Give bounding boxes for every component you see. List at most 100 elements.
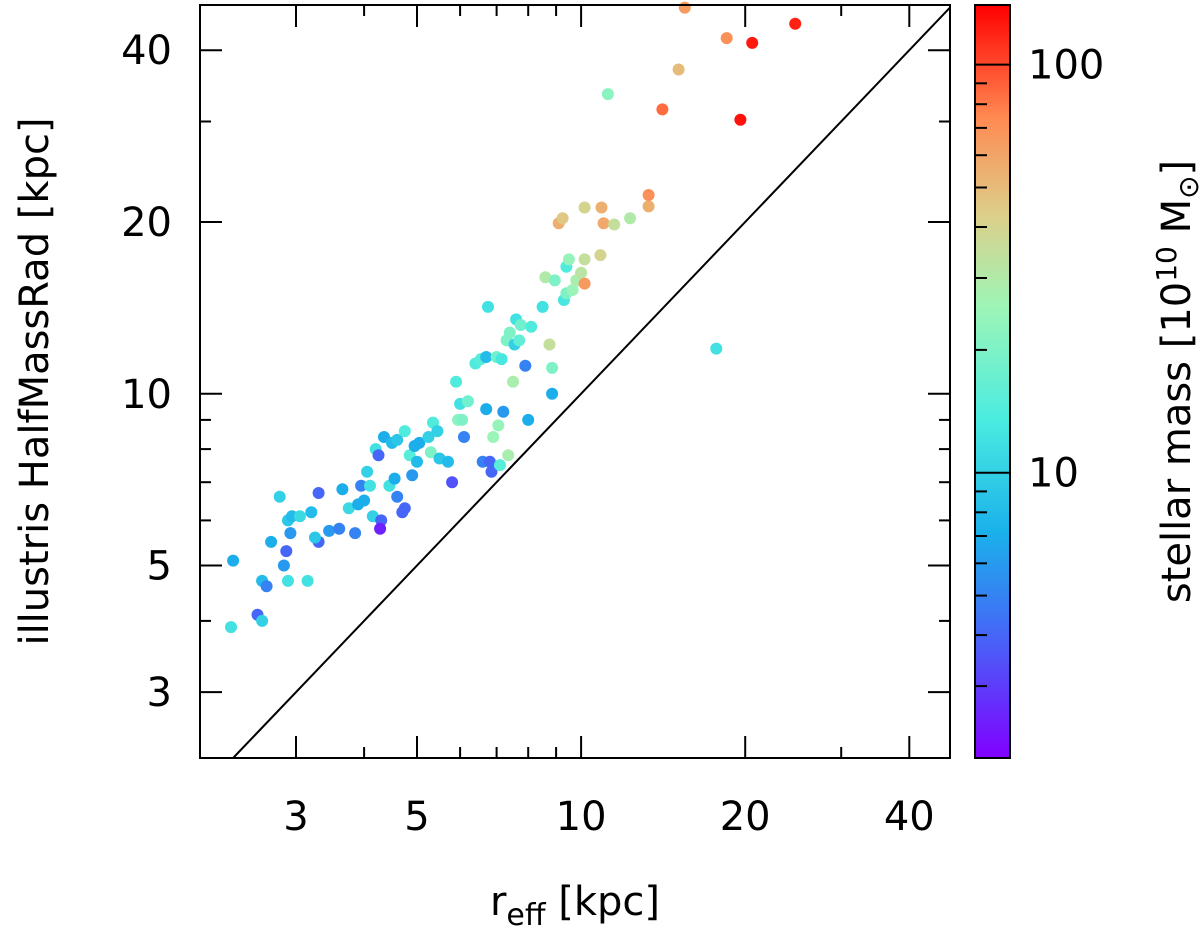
- data-point: [624, 212, 637, 225]
- data-point: [398, 502, 411, 515]
- data-point: [734, 113, 747, 126]
- data-point: [364, 479, 376, 492]
- data-point: [642, 200, 655, 213]
- data-point: [342, 502, 355, 515]
- y-tick-label: 40: [121, 28, 172, 74]
- x-tick-label: 10: [556, 794, 607, 840]
- identity-reference-line: [232, 6, 951, 759]
- axes: 3 5 10 20 40 3 5 10 20 40: [121, 5, 950, 840]
- data-point: [601, 88, 614, 101]
- data-point: [482, 300, 494, 313]
- x-axis-title: reff [kpc]: [490, 879, 660, 930]
- data-point: [280, 545, 293, 558]
- colorbar-label-close: ]: [1154, 160, 1200, 176]
- data-point: [293, 510, 306, 523]
- data-point: [333, 522, 346, 535]
- data-point: [594, 249, 607, 262]
- data-point: [309, 531, 321, 544]
- data-point: [374, 522, 387, 535]
- data-point: [227, 554, 240, 567]
- data-point: [548, 274, 561, 287]
- data-point: [431, 425, 444, 438]
- data-point: [503, 326, 516, 339]
- data-point: [483, 455, 496, 468]
- colorbar-label-sun-symbol: ⊙: [1172, 175, 1200, 198]
- data-point: [398, 425, 411, 438]
- data-point: [513, 334, 526, 347]
- data-point: [391, 490, 404, 503]
- x-tick-label: 40: [884, 794, 935, 840]
- data-point: [305, 506, 318, 519]
- x-tick-label: 20: [720, 794, 771, 840]
- data-point: [556, 212, 569, 225]
- data-point: [494, 459, 506, 472]
- data-point: [349, 527, 362, 540]
- data-point: [608, 218, 621, 231]
- data-point: [480, 403, 493, 416]
- data-point: [562, 253, 575, 266]
- data-point: [536, 300, 549, 313]
- data-point: [260, 580, 273, 593]
- data-point: [543, 338, 556, 351]
- data-point: [422, 431, 435, 443]
- data-point: [656, 103, 669, 116]
- data-point: [597, 217, 610, 230]
- data-point: [672, 63, 685, 76]
- data-point: [391, 433, 404, 446]
- data-point: [406, 469, 419, 482]
- colorbar: [975, 5, 1010, 758]
- data-point: [336, 483, 349, 496]
- data-point: [492, 419, 505, 432]
- colorbar-label-exponent: 10: [1150, 246, 1183, 282]
- data-point: [225, 621, 237, 634]
- data-point: [578, 277, 591, 290]
- data-point: [480, 351, 493, 363]
- data-point: [458, 431, 470, 443]
- data-point: [312, 487, 325, 499]
- data-point: [720, 32, 733, 45]
- data-point: [265, 535, 278, 548]
- data-point: [277, 559, 290, 572]
- colorbar-frame: [974, 4, 1011, 759]
- data-point: [355, 479, 368, 492]
- x-tick-label: 5: [404, 794, 429, 840]
- data-point: [642, 189, 655, 201]
- colorbar-tick-label: 100: [1028, 43, 1104, 89]
- data-point: [566, 284, 579, 296]
- data-point: [388, 472, 401, 485]
- data-point: [578, 253, 591, 266]
- data-point: [372, 449, 385, 462]
- data-point: [273, 490, 286, 503]
- data-point: [301, 574, 314, 587]
- data-point: [519, 359, 532, 372]
- data-point: [323, 524, 336, 537]
- data-point: [514, 319, 527, 331]
- data-point: [595, 201, 608, 214]
- data-point: [446, 476, 459, 489]
- data-point: [546, 387, 559, 400]
- data-point: [461, 395, 474, 408]
- data-point: [507, 375, 519, 388]
- data-point: [284, 527, 297, 540]
- y-tick-label: 3: [147, 670, 172, 716]
- data-point: [413, 436, 426, 449]
- y-tick-label: 5: [147, 544, 172, 590]
- data-point: [424, 446, 437, 459]
- data-point: [450, 375, 463, 388]
- data-point: [256, 614, 269, 627]
- data-point: [411, 455, 423, 468]
- colorbar-label-unit: M: [1154, 199, 1200, 246]
- data-point: [282, 574, 294, 587]
- colorbar-tick-label: 10: [1028, 451, 1079, 497]
- data-point: [487, 431, 500, 443]
- y-tick-label: 20: [121, 200, 172, 246]
- data-point: [361, 465, 374, 478]
- plot-frame: [199, 4, 951, 759]
- data-point: [495, 353, 508, 366]
- data-point: [485, 465, 498, 478]
- data-point: [710, 342, 723, 355]
- data-point: [442, 455, 454, 468]
- data-point: [522, 413, 535, 426]
- x-axis-title-subscript: eff: [506, 898, 546, 930]
